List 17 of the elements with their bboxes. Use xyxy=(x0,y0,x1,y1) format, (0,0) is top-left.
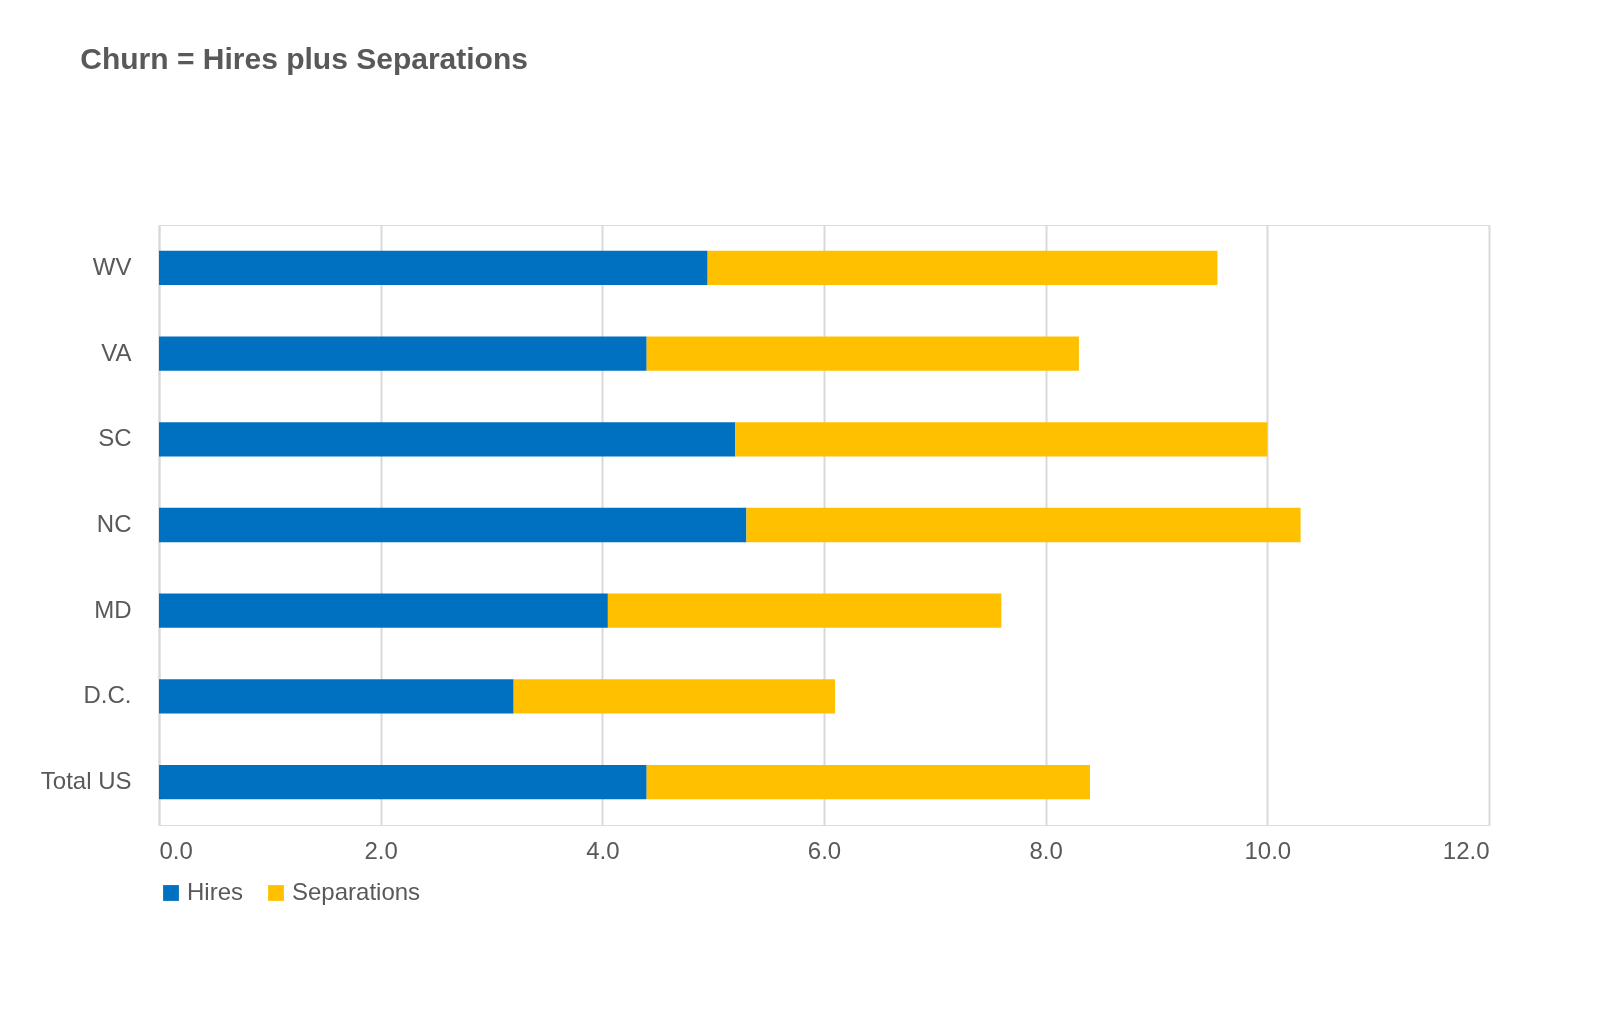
y-tick-label: Total US xyxy=(40,767,132,795)
x-tick-label: 10.0 xyxy=(1244,836,1292,864)
x-tick-label: 4.0 xyxy=(586,836,620,864)
x-tick-label: 8.0 xyxy=(1029,836,1063,864)
legend-label: Separations xyxy=(292,878,421,905)
legend-label: Hires xyxy=(187,878,244,905)
y-tick-label: VA xyxy=(101,338,132,366)
x-tick-label: 12.0 xyxy=(1442,836,1490,864)
x-tick-label: 2.0 xyxy=(364,836,398,864)
chart-title: Churn = Hires plus Separations xyxy=(80,42,528,75)
y-tick-label: NC xyxy=(96,510,132,537)
x-tick-label: 0.0 xyxy=(159,836,193,864)
y-tick-label: WV xyxy=(92,252,132,280)
y-tick-label: MD xyxy=(94,595,132,623)
y-tick-label: SC xyxy=(98,424,132,452)
x-tick-label: 6.0 xyxy=(807,836,842,864)
y-tick-label: D.C. xyxy=(83,681,132,709)
